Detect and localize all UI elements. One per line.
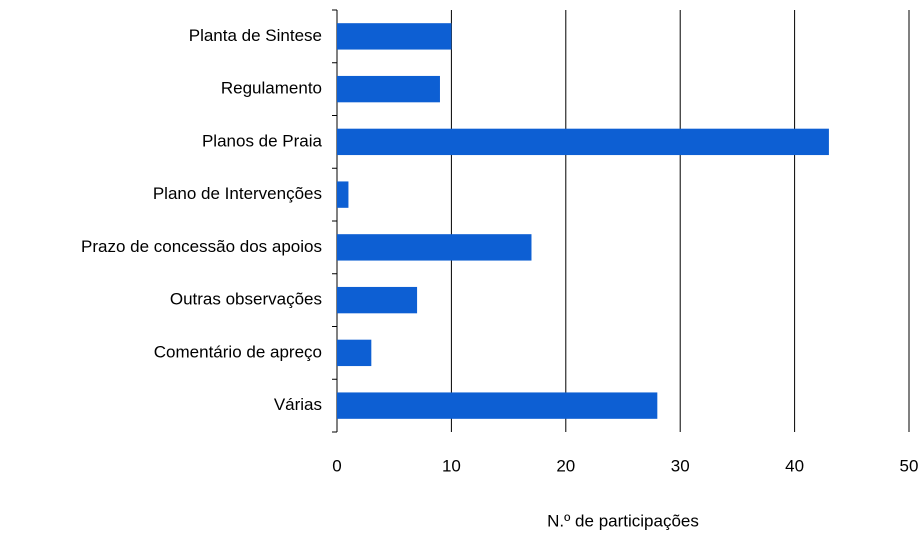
x-tick-label: 0: [332, 456, 341, 475]
y-tick-label: Planos de Praia: [202, 131, 323, 150]
bar: [337, 128, 829, 156]
x-tick-label: 50: [900, 456, 919, 475]
bar: [337, 339, 372, 367]
y-tick-label: Plano de Intervenções: [153, 184, 322, 203]
bar: [337, 23, 452, 50]
bar: [337, 286, 418, 314]
y-tick-label: Prazo de concessão dos apoios: [81, 237, 322, 256]
y-tick-label: Planta de Sintese: [189, 26, 322, 45]
bar: [337, 234, 532, 261]
x-tick-label: 40: [785, 456, 804, 475]
y-tick-label: Regulamento: [221, 79, 322, 98]
x-tick-label: 20: [556, 456, 575, 475]
bar: [337, 392, 658, 419]
x-tick-label: 10: [442, 456, 461, 475]
x-axis-title: N.º de participações: [547, 511, 699, 530]
bar: [337, 75, 440, 103]
x-tick-label: 30: [671, 456, 690, 475]
bar: [337, 181, 349, 208]
y-tick-label: Outras observações: [170, 290, 322, 309]
y-tick-label: Várias: [274, 395, 322, 414]
y-tick-label: Comentário de apreço: [154, 342, 322, 361]
